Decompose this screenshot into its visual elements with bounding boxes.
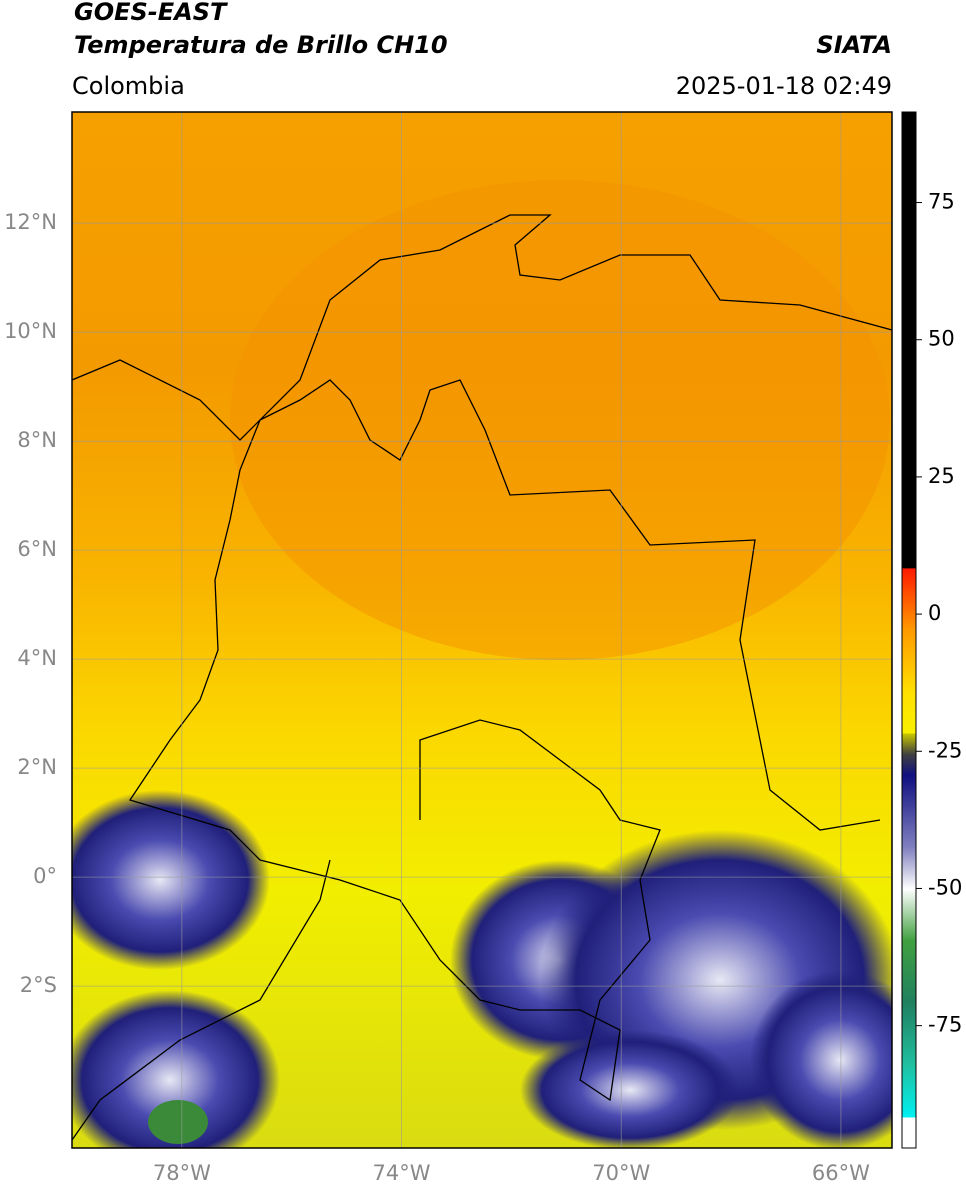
x-tick-label: 78°W (153, 1161, 211, 1185)
graticule (72, 112, 892, 1148)
y-tick-label: 2°N (17, 755, 57, 779)
cloud (750, 970, 892, 1148)
colorbar-tick-label: 25 (928, 464, 955, 488)
imagery (72, 112, 892, 1148)
y-tick-label: 0° (33, 864, 57, 888)
cloud (520, 1030, 740, 1148)
colorbar-tick-label: 0 (928, 601, 941, 625)
colorbar-tick-label: -50 (928, 875, 962, 899)
y-tick-label: 10°N (4, 319, 57, 343)
cloud (72, 990, 280, 1148)
region: Colombia (72, 72, 185, 100)
timestamp: 2025-01-18 02:49 (676, 72, 892, 100)
colorbar (901, 111, 917, 1149)
y-tick-label: 4°N (17, 646, 57, 670)
borders (72, 214, 892, 1141)
cloud (72, 790, 270, 970)
y-tick-label: 8°N (17, 428, 57, 452)
colorbar-tick-label: -75 (928, 1013, 962, 1037)
source: SIATA (816, 31, 892, 59)
title: GOES-EAST (74, 0, 228, 26)
y-tick-label: 6°N (17, 537, 57, 561)
map-frame (71, 111, 893, 1149)
title: Temperatura de Brillo CH10 (74, 31, 448, 59)
x-tick-label: 66°W (812, 1161, 870, 1185)
cold-spot (148, 1100, 208, 1144)
colorbar-tick-label: -25 (928, 738, 962, 762)
y-tick-label: 2°S (20, 973, 57, 997)
x-tick-label: 70°W (592, 1161, 650, 1185)
colorbar-tick-label: 50 (928, 327, 955, 351)
warm-area (230, 180, 890, 660)
x-tick-label: 74°W (373, 1161, 431, 1185)
colorbar-tick-label: 75 (928, 190, 955, 214)
y-tick-label: 12°N (4, 210, 57, 234)
